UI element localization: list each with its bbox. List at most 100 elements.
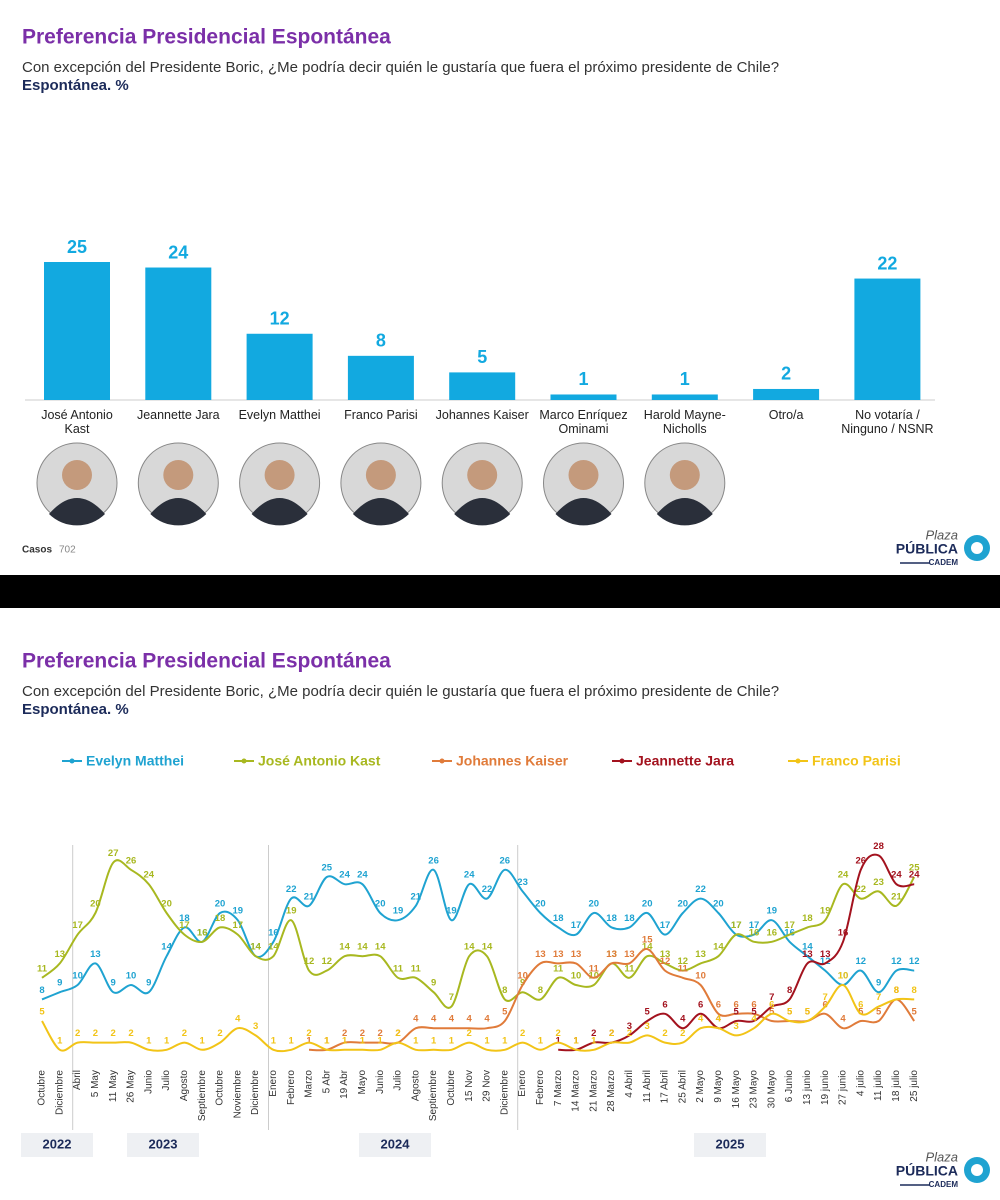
value-label: 25 [909, 863, 920, 874]
value-label: 4 [716, 1014, 722, 1025]
value-label: 14 [642, 942, 653, 953]
value-label: 4 [840, 1014, 846, 1025]
x-tick-label: Diciembre [499, 1070, 510, 1115]
category-label: Otro/a [768, 408, 804, 422]
category-label: Johannes Kaiser [435, 408, 529, 422]
x-tick-label: 4 Abril [624, 1070, 635, 1098]
photo-head [62, 460, 92, 490]
year-box [694, 1133, 766, 1157]
chart-title: Preferencia Presidencial Espontánea [22, 650, 391, 673]
value-label: 5 [39, 1007, 45, 1018]
value-label: 24 [891, 870, 902, 881]
value-label: 1 [591, 1035, 597, 1046]
value-label: 24 [144, 870, 155, 881]
value-label: 7 [449, 992, 454, 1003]
value-label: 24 [357, 870, 368, 881]
value-label: 10 [838, 971, 849, 982]
value-label: 22 [877, 253, 897, 273]
logo-text: Plaza [925, 1149, 958, 1164]
value-label: 1 [413, 1035, 419, 1046]
value-label: 8 [894, 985, 899, 996]
cases-value: 702 [59, 545, 76, 556]
value-label: 11 [624, 963, 635, 974]
value-label: 1 [271, 1035, 277, 1046]
value-label: 17 [571, 920, 582, 931]
x-tick-label: Junio [375, 1070, 386, 1094]
value-label: 4 [413, 1014, 419, 1025]
x-tick-label: Octubre [215, 1070, 226, 1106]
photo-shoulders [555, 498, 612, 526]
x-tick-label: Mayo [357, 1070, 368, 1095]
value-label: 21 [411, 891, 422, 902]
photo-shoulders [352, 498, 409, 526]
value-label: 2 [781, 364, 791, 384]
value-label: 1 [324, 1035, 330, 1046]
bar [145, 267, 212, 400]
legend-swatch-dot [619, 758, 625, 764]
value-label: 17 [72, 920, 83, 931]
value-label: 2 [306, 1028, 311, 1039]
x-tick-label: Marzo [304, 1070, 315, 1098]
value-label: 1 [360, 1035, 366, 1046]
year-label: 2023 [149, 1136, 178, 1151]
value-label: 3 [734, 1021, 739, 1032]
bar [44, 262, 110, 400]
x-tick-label: Octubre [37, 1070, 48, 1106]
value-label: 1 [164, 1035, 170, 1046]
value-label: 18 [179, 913, 190, 924]
value-label: 12 [660, 956, 671, 967]
value-label: 20 [375, 899, 386, 910]
value-label: 1 [449, 1035, 455, 1046]
photo-head [365, 460, 396, 490]
value-label: 17 [233, 920, 244, 931]
value-label: 6 [716, 999, 721, 1010]
x-tick-label: 25 Abril [677, 1070, 688, 1103]
value-label: 11 [393, 963, 404, 974]
category-label-box: Jeannette Jara [137, 408, 220, 422]
bar [449, 372, 516, 400]
value-label: 1 [289, 1035, 295, 1046]
value-label: 11 [553, 963, 564, 974]
photo [441, 442, 523, 526]
value-label: 12 [678, 956, 689, 967]
series-line [41, 868, 915, 1001]
value-label: 13 [820, 949, 831, 960]
value-label: 7 [769, 992, 774, 1003]
value-label: 8 [538, 985, 543, 996]
value-label: 4 [449, 1014, 455, 1025]
value-label: 18 [624, 913, 635, 924]
value-label: 14 [339, 942, 350, 953]
value-label: 12 [270, 309, 290, 329]
value-label: 1 [502, 1035, 508, 1046]
year-label: 2024 [381, 1136, 411, 1151]
value-label: 10 [695, 971, 706, 982]
value-label: 6 [769, 999, 774, 1010]
value-label: 9 [111, 978, 116, 989]
legend-swatch-dot [69, 758, 75, 764]
bar [753, 388, 820, 400]
x-tick-label: 11 julio [873, 1070, 884, 1101]
legend-label: Evelyn Matthei [86, 753, 184, 769]
value-label: 8 [894, 985, 899, 996]
value-label: 1 [538, 1035, 544, 1046]
value-label: 3 [253, 1021, 258, 1032]
value-label: 20 [713, 899, 724, 910]
value-label: 13 [660, 949, 671, 960]
value-label: 4 [698, 1014, 704, 1025]
x-tick-label: 28 Marzo [606, 1070, 617, 1112]
value-label: 12 [891, 956, 902, 967]
legend-label: Franco Parisi [812, 753, 901, 769]
x-tick-label: 15 Nov [464, 1070, 475, 1102]
divider-band [0, 575, 1000, 608]
value-label: 12 [820, 956, 831, 967]
value-label: 2 [467, 1028, 472, 1039]
unit-note: Espontánea. % [22, 77, 129, 94]
legend-label: Jeannette Jara [636, 753, 734, 769]
value-label: 16 [838, 927, 849, 938]
value-label: 5 [645, 1007, 651, 1018]
value-label: 5 [787, 1007, 793, 1018]
value-label: 18 [553, 913, 564, 924]
value-label: 2 [395, 1028, 400, 1039]
value-label: 14 [357, 942, 368, 953]
value-label: 1 [573, 1035, 579, 1046]
